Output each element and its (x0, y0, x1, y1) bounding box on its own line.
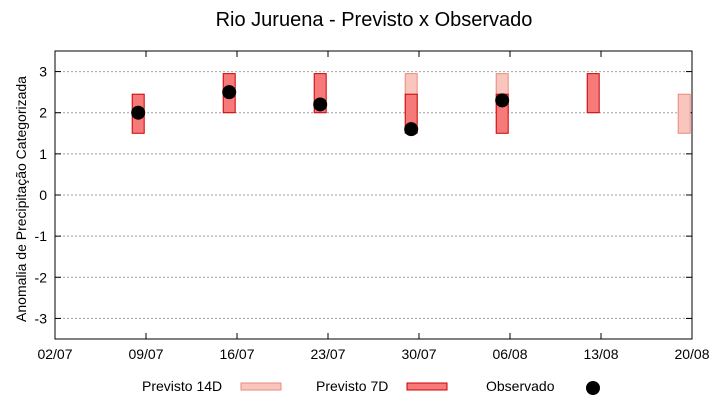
legend-observado-label: Observado (486, 378, 555, 394)
x-tick-label: 30/07 (401, 346, 436, 362)
x-tick-label: 13/08 (583, 346, 618, 362)
y-axis-label: Anomalia de Precipitação Categorizada (13, 76, 29, 322)
x-tick-label: 02/07 (37, 346, 72, 362)
x-tick-label: 09/07 (128, 346, 163, 362)
y-tick-label: -2 (35, 269, 48, 285)
x-tick-label: 16/07 (219, 346, 254, 362)
observado-point (131, 105, 146, 120)
legend-observado-swatch (586, 381, 600, 395)
x-tick-label: 23/07 (310, 346, 345, 362)
legend-previsto-14d-swatch (240, 382, 282, 391)
y-tick-label: 0 (39, 187, 47, 203)
observado-point (495, 93, 510, 108)
observed-points (131, 85, 510, 137)
y-tick-label: 3 (39, 64, 47, 80)
x-tick-label: 06/08 (492, 346, 527, 362)
y-tick-label: 1 (39, 146, 47, 162)
observado-point (404, 122, 419, 137)
y-tick-label: 2 (39, 105, 47, 121)
y-tick-label: -1 (35, 228, 48, 244)
observado-point (313, 97, 328, 112)
legend-previsto-7d-label: Previsto 7D (316, 378, 388, 394)
chart-title: Rio Juruena - Previsto x Observado (216, 9, 533, 31)
y-tick-label: -3 (35, 310, 48, 326)
axes: 3 2 1 0 -1 -2 -3 02/07 09/07 16/07 23/07 30/07 06/08… (35, 50, 710, 362)
observado-point (222, 85, 237, 100)
previsto-7d-bar (586, 73, 600, 114)
x-tick-label: 20/08 (674, 346, 709, 362)
previsto-14d-bar (677, 93, 691, 134)
legend: Previsto 14D Previsto 7D Observado (142, 378, 600, 395)
legend-previsto-7d-swatch (406, 382, 448, 391)
plot-frame (54, 50, 693, 340)
legend-previsto-14d-label: Previsto 14D (142, 378, 222, 394)
